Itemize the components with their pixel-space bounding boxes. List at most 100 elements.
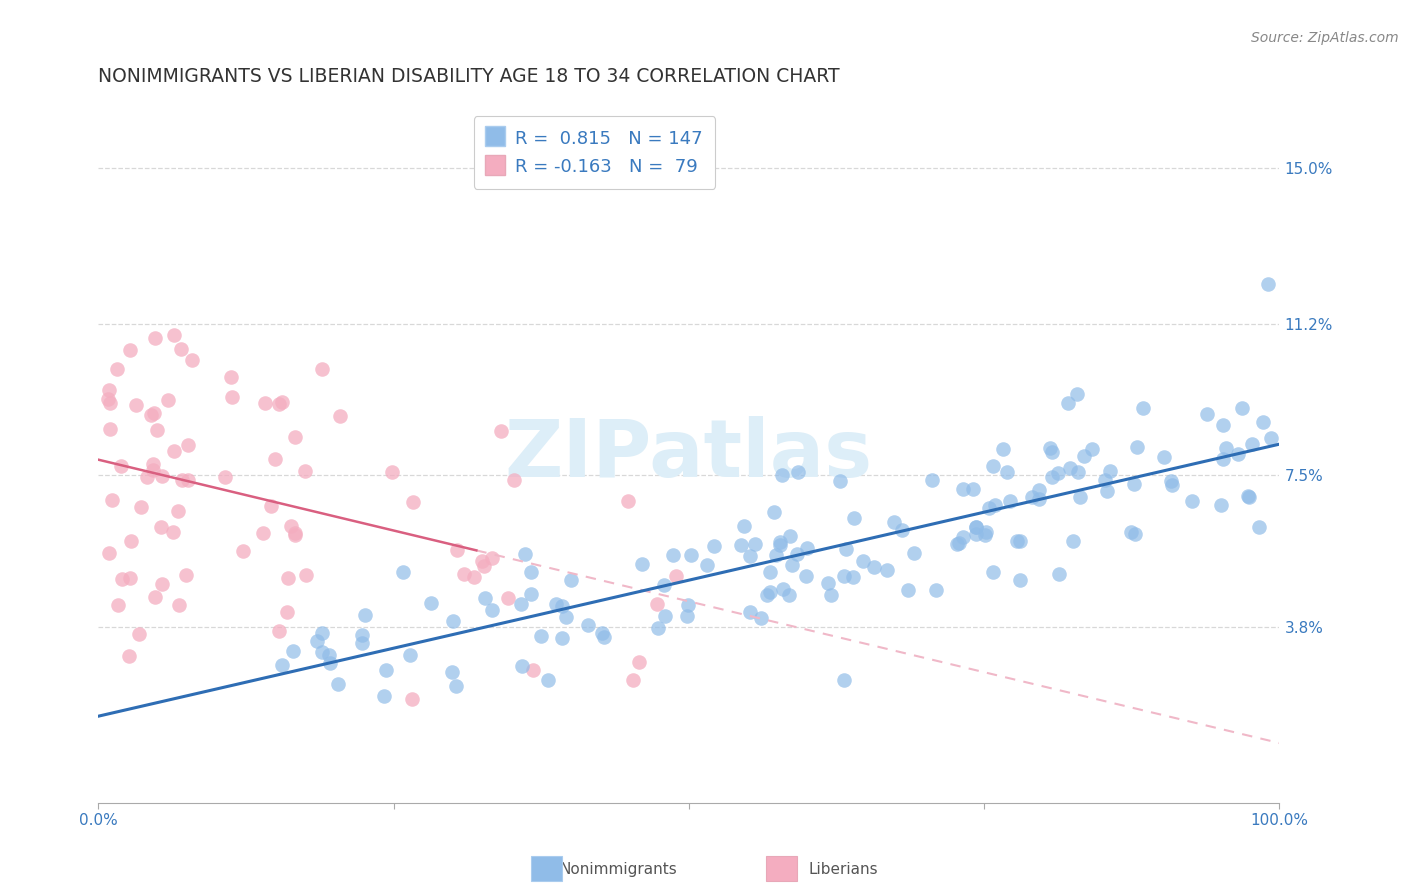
Point [654, 608, 676, 623]
Point [576, 617, 599, 632]
Point [474, 591, 496, 605]
Point [678, 599, 700, 613]
Point [294, 464, 316, 478]
Point [662, 548, 685, 562]
Point [1046, 466, 1069, 480]
Point [555, 610, 578, 624]
Point [131, 500, 153, 515]
Legend: R =  0.815   N = 147, R = -0.163   N =  79: R = 0.815 N = 147, R = -0.163 N = 79 [474, 116, 716, 189]
Point [1028, 491, 1050, 506]
Point [496, 591, 519, 605]
Point [995, 465, 1018, 479]
Point [1040, 469, 1063, 483]
Point [1073, 450, 1095, 464]
Point [675, 608, 697, 623]
Text: Liberians: Liberians [808, 863, 879, 877]
Point [945, 536, 967, 550]
Point [1059, 461, 1081, 475]
Point [463, 570, 485, 584]
Point [991, 442, 1014, 456]
Point [981, 566, 1004, 580]
Point [832, 568, 855, 582]
Point [794, 569, 817, 583]
Point [962, 483, 984, 497]
Point [778, 588, 800, 602]
Point [1241, 437, 1264, 451]
Point [1097, 484, 1119, 499]
Point [652, 577, 675, 591]
Text: Source: ZipAtlas.com: Source: ZipAtlas.com [1251, 31, 1399, 45]
Text: ZIPatlas: ZIPatlas [505, 416, 873, 494]
Point [842, 511, 865, 525]
Point [897, 582, 920, 597]
Point [328, 676, 350, 690]
Point [1062, 533, 1084, 548]
Point [817, 575, 839, 590]
Point [277, 571, 299, 585]
Point [973, 528, 995, 542]
Point [143, 331, 166, 345]
Point [311, 362, 333, 376]
Point [143, 406, 166, 420]
Point [891, 523, 914, 537]
Point [759, 585, 782, 599]
Text: NONIMMIGRANTS VS LIBERIAN DISABILITY AGE 18 TO 34 CORRELATION CHART: NONIMMIGRANTS VS LIBERIAN DISABILITY AGE… [98, 67, 839, 86]
Point [107, 599, 129, 613]
Point [769, 535, 792, 549]
Point [98, 396, 121, 410]
Point [120, 343, 142, 358]
Point [150, 577, 173, 591]
Point [284, 430, 307, 444]
Point [392, 565, 415, 579]
Point [441, 614, 464, 628]
Point [1251, 415, 1274, 429]
Point [1039, 442, 1062, 456]
Point [444, 679, 467, 693]
Point [730, 538, 752, 552]
Point [252, 525, 274, 540]
Point [375, 663, 398, 677]
Point [143, 590, 166, 604]
Point [984, 498, 1007, 512]
Point [1123, 526, 1146, 541]
Point [820, 588, 842, 602]
Point [125, 399, 148, 413]
Point [1010, 534, 1032, 549]
Point [271, 395, 294, 409]
Point [311, 626, 333, 640]
Point [284, 525, 307, 540]
Point [329, 409, 352, 424]
Point [787, 465, 810, 479]
Point [401, 691, 423, 706]
Point [770, 468, 793, 483]
Point [681, 548, 703, 562]
Point [1123, 476, 1146, 491]
Point [98, 384, 121, 398]
Point [765, 548, 787, 562]
Point [755, 589, 778, 603]
Point [311, 644, 333, 658]
Point [834, 542, 856, 557]
Point [381, 465, 404, 479]
Point [489, 424, 512, 438]
Point [128, 626, 150, 640]
Point [1021, 491, 1043, 505]
Point [167, 504, 190, 518]
Point [156, 393, 179, 408]
Point [1028, 483, 1050, 497]
Point [141, 409, 163, 423]
Point [472, 559, 495, 574]
Point [546, 598, 568, 612]
Point [592, 630, 614, 644]
Point [627, 655, 650, 669]
Point [1211, 498, 1233, 512]
Point [270, 658, 292, 673]
Point [1099, 464, 1122, 478]
Point [305, 634, 328, 648]
Point [350, 635, 373, 649]
Point [1247, 519, 1270, 533]
Point [876, 563, 898, 577]
Point [965, 527, 987, 541]
Point [146, 423, 169, 437]
Point [1230, 401, 1253, 416]
